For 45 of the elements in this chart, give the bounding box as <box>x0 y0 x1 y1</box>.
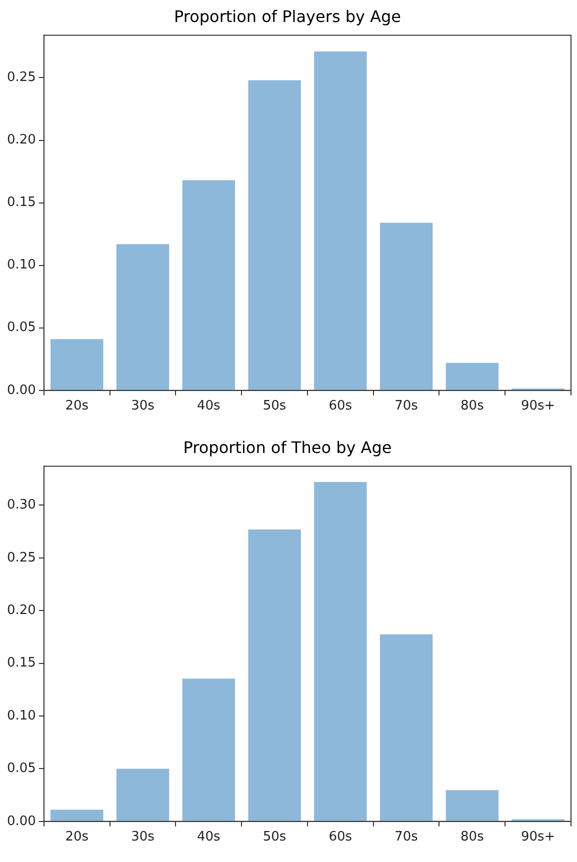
y-tick-label: 0.20 <box>6 602 36 618</box>
y-tick-label: 0.05 <box>6 320 36 336</box>
y-tick-label: 0.10 <box>6 708 36 724</box>
y-tick-label: 0.15 <box>6 656 36 671</box>
bar <box>116 768 170 821</box>
bar <box>248 529 301 821</box>
x-tick-label: 60s <box>328 830 352 845</box>
x-tick-label: 50s <box>262 830 286 845</box>
x-tick-label: 70s <box>394 830 418 845</box>
x-tick-label: 60s <box>328 398 352 414</box>
bar <box>314 51 367 390</box>
chart-title: Proportion of Players by Age <box>174 6 402 26</box>
x-tick-label: 70s <box>394 398 418 414</box>
bar <box>182 180 236 390</box>
x-tick-label: 30s <box>131 398 155 414</box>
bar <box>248 80 301 390</box>
chart-title: Proportion of Theo by Age <box>183 438 392 457</box>
x-tick-label: 90s+ <box>520 830 556 845</box>
bar <box>314 482 367 821</box>
x-tick-label: 90s+ <box>520 398 556 414</box>
x-tick-label: 50s <box>262 398 286 414</box>
bar <box>182 678 236 821</box>
y-tick-label: 0.05 <box>6 761 36 776</box>
bar <box>50 810 104 821</box>
bar <box>446 362 499 390</box>
bar <box>50 339 104 390</box>
x-tick-label: 80s <box>460 830 484 845</box>
x-tick-label: 40s <box>196 398 221 414</box>
y-tick-label: 0.00 <box>6 814 36 829</box>
y-tick-label: 0.20 <box>6 132 36 148</box>
x-tick-label: 40s <box>196 830 221 845</box>
bar <box>446 790 499 821</box>
y-tick-label: 0.10 <box>6 258 36 273</box>
x-tick-label: 30s <box>131 830 155 845</box>
x-tick-label: 80s <box>460 398 484 414</box>
y-tick-label: 0.15 <box>6 195 36 210</box>
x-tick-label: 20s <box>65 398 89 414</box>
bar <box>380 222 433 390</box>
bar <box>380 634 433 821</box>
bar <box>116 244 170 390</box>
x-tick-label: 20s <box>65 830 89 845</box>
y-tick-label: 0.25 <box>6 70 36 86</box>
y-tick-label: 0.25 <box>6 550 36 566</box>
y-tick-label: 0.00 <box>6 382 36 398</box>
y-tick-label: 0.30 <box>6 498 36 513</box>
